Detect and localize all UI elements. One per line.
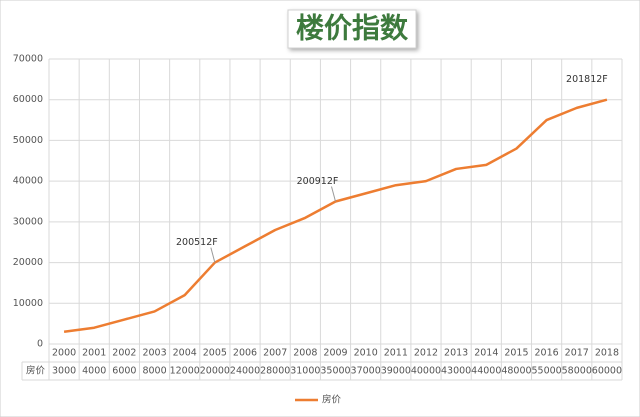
chart-title: 楼价指数	[296, 12, 409, 45]
table-value: 24000	[230, 366, 260, 377]
annotation-leader	[210, 247, 216, 263]
x-tick-label: 2006	[233, 348, 257, 359]
x-tick-label: 2012	[414, 348, 438, 359]
table-value: 28000	[260, 366, 290, 377]
x-tick-label: 2000	[52, 348, 76, 359]
table-value: 12000	[170, 366, 200, 377]
annotation: 200912F	[297, 176, 339, 187]
x-tick-label: 2007	[263, 348, 287, 359]
table-value: 37000	[351, 366, 381, 377]
x-tick-label: 2009	[323, 348, 347, 359]
x-tick-label: 2011	[384, 348, 408, 359]
table-value: 60000	[592, 366, 622, 377]
y-tick-label: 40000	[13, 176, 43, 187]
annotation: 201812F	[566, 74, 608, 85]
table-value: 20000	[200, 366, 230, 377]
x-tick-label: 2018	[595, 348, 619, 359]
table-value: 4000	[82, 366, 106, 377]
x-tick-label: 2013	[444, 348, 468, 359]
x-tick-label: 2010	[354, 348, 378, 359]
x-tick-label: 2016	[535, 348, 559, 359]
table-value: 55000	[531, 366, 561, 377]
table-value: 48000	[501, 366, 531, 377]
y-tick-label: 30000	[13, 216, 43, 227]
table-value: 40000	[411, 366, 441, 377]
y-tick-label: 70000	[13, 54, 43, 65]
legend-label: 房价	[322, 394, 342, 406]
table-value: 31000	[290, 366, 320, 377]
table-value: 8000	[142, 366, 166, 377]
y-tick-label: 50000	[13, 135, 43, 146]
annotation-leader	[331, 186, 336, 202]
x-tick-label: 2015	[504, 348, 528, 359]
title-box	[287, 9, 417, 49]
x-tick-label: 2003	[142, 348, 166, 359]
x-tick-label: 2005	[203, 348, 227, 359]
annotation: 200512F	[176, 237, 218, 248]
x-tick-label: 2017	[565, 348, 589, 359]
table-value: 58000	[562, 366, 592, 377]
x-tick-label: 2004	[173, 348, 197, 359]
x-tick-label: 2008	[293, 348, 317, 359]
x-tick-label: 2001	[82, 348, 106, 359]
table-value: 6000	[112, 366, 136, 377]
y-tick-label: 10000	[13, 298, 43, 309]
x-tick-label: 2002	[112, 348, 136, 359]
y-tick-label: 0	[37, 339, 43, 350]
y-tick-label: 20000	[13, 257, 43, 268]
table-value: 43000	[441, 366, 471, 377]
x-tick-label: 2014	[474, 348, 498, 359]
table-value: 39000	[381, 366, 411, 377]
table-value: 44000	[471, 366, 501, 377]
y-tick-label: 60000	[13, 94, 43, 105]
table-value: 3000	[52, 366, 76, 377]
table-row-label: 房价	[26, 365, 46, 377]
table-value: 35000	[320, 366, 350, 377]
